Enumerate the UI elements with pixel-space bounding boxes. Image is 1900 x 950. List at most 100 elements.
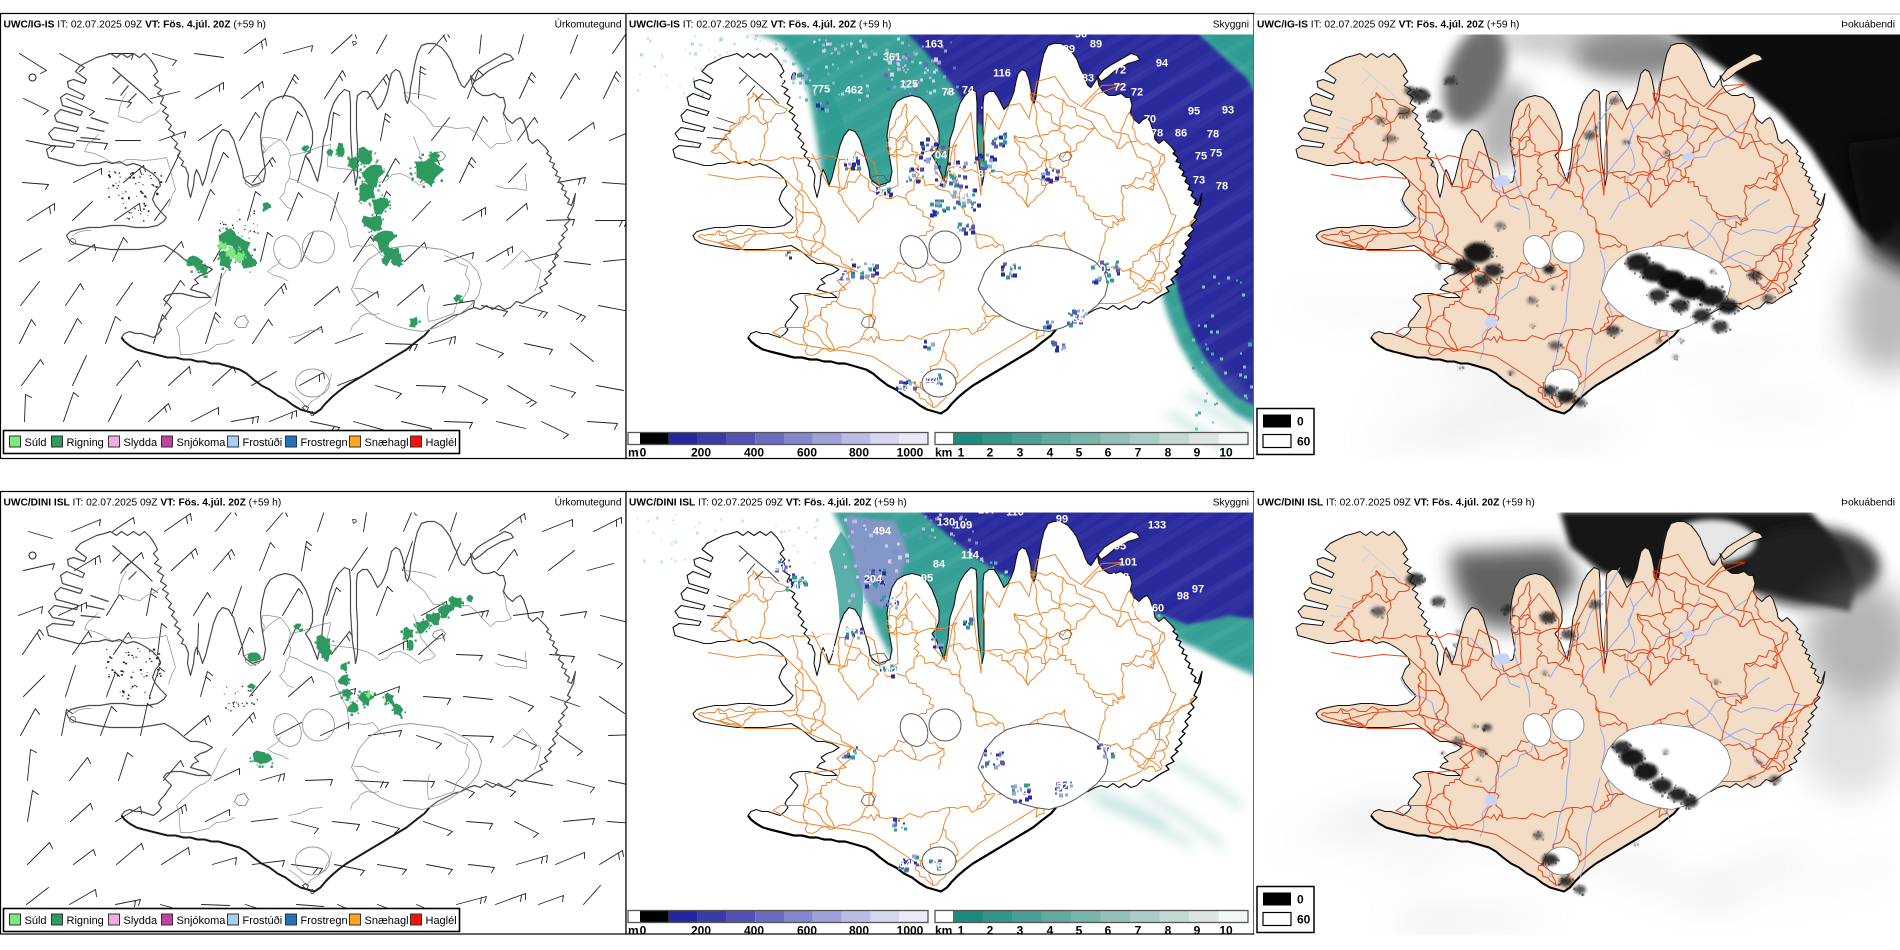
svg-text:Frostúði: Frostúði bbox=[243, 437, 283, 449]
svg-text:UWC/DINI ISL IT: 02.07.2025 09: UWC/DINI ISL IT: 02.07.2025 09Z VT: Fös.… bbox=[629, 498, 907, 509]
svg-text:109: 109 bbox=[925, 861, 943, 873]
svg-text:70: 70 bbox=[1144, 114, 1156, 126]
svg-text:142: 142 bbox=[879, 666, 897, 678]
svg-text:108: 108 bbox=[1111, 572, 1129, 584]
svg-text:Skyggni: Skyggni bbox=[1213, 20, 1249, 31]
svg-text:km: km bbox=[935, 446, 952, 460]
svg-text:Snæhagl: Snæhagl bbox=[365, 915, 409, 927]
svg-text:72: 72 bbox=[1114, 82, 1126, 94]
svg-text:125: 125 bbox=[900, 79, 918, 91]
svg-text:105: 105 bbox=[1094, 264, 1112, 276]
svg-text:116: 116 bbox=[993, 68, 1011, 80]
svg-text:m: m bbox=[628, 924, 639, 938]
svg-text:78: 78 bbox=[942, 87, 954, 99]
svg-text:33: 33 bbox=[857, 264, 869, 276]
svg-text:52: 52 bbox=[1056, 782, 1068, 794]
svg-text:5: 5 bbox=[1076, 924, 1083, 938]
svg-text:UWC/DINI ISL IT: 02.07.2025 09: UWC/DINI ISL IT: 02.07.2025 09Z VT: Fös.… bbox=[1257, 498, 1535, 509]
svg-text:75: 75 bbox=[1195, 151, 1207, 163]
svg-text:12: 12 bbox=[911, 598, 923, 610]
svg-text:20: 20 bbox=[876, 189, 888, 201]
svg-text:94: 94 bbox=[1156, 58, 1169, 70]
svg-text:Slydda: Slydda bbox=[124, 915, 159, 927]
svg-text:4: 4 bbox=[1047, 446, 1054, 460]
svg-text:Frostregn: Frostregn bbox=[301, 915, 348, 927]
svg-text:201: 201 bbox=[773, 562, 791, 574]
svg-text:10: 10 bbox=[1219, 924, 1233, 938]
svg-text:78: 78 bbox=[1151, 128, 1163, 140]
svg-text:0: 0 bbox=[640, 924, 647, 938]
svg-text:11: 11 bbox=[986, 752, 998, 764]
svg-text:7: 7 bbox=[1135, 446, 1142, 460]
svg-text:0: 0 bbox=[1297, 893, 1304, 907]
svg-text:Skyggni: Skyggni bbox=[1213, 498, 1249, 509]
svg-text:04: 04 bbox=[935, 150, 948, 162]
svg-text:10: 10 bbox=[1099, 745, 1111, 757]
svg-text:8: 8 bbox=[1165, 446, 1172, 460]
svg-text:35: 35 bbox=[859, 251, 871, 263]
svg-text:9: 9 bbox=[1194, 924, 1201, 938]
svg-text:59: 59 bbox=[844, 154, 856, 166]
svg-text:494: 494 bbox=[873, 526, 892, 538]
svg-text:6: 6 bbox=[1105, 446, 1112, 460]
svg-text:Þokuábendi: Þokuábendi bbox=[1841, 498, 1895, 509]
svg-text:785: 785 bbox=[818, 631, 836, 643]
svg-text:86: 86 bbox=[1175, 128, 1187, 140]
svg-text:114: 114 bbox=[896, 583, 915, 595]
svg-text:101: 101 bbox=[787, 581, 805, 593]
svg-text:60: 60 bbox=[1152, 603, 1164, 615]
svg-text:83: 83 bbox=[1082, 73, 1094, 85]
svg-text:95: 95 bbox=[1188, 106, 1200, 118]
svg-text:0: 0 bbox=[1297, 415, 1304, 429]
svg-text:73: 73 bbox=[1193, 175, 1205, 187]
svg-text:74: 74 bbox=[962, 85, 975, 97]
svg-text:UWC/DINI ISL IT: 02.07.2025 09: UWC/DINI ISL IT: 02.07.2025 09Z VT: Fös.… bbox=[4, 498, 282, 509]
svg-text:400: 400 bbox=[744, 924, 764, 938]
svg-text:72: 72 bbox=[1131, 87, 1143, 99]
svg-text:28: 28 bbox=[824, 645, 836, 657]
svg-text:204: 204 bbox=[864, 574, 883, 586]
svg-text:775: 775 bbox=[812, 84, 830, 96]
svg-text:m: m bbox=[628, 446, 639, 460]
svg-text:Haglél: Haglél bbox=[426, 915, 457, 927]
svg-text:600: 600 bbox=[797, 446, 817, 460]
svg-text:130: 130 bbox=[937, 517, 955, 529]
svg-text:Súld: Súld bbox=[25, 437, 47, 449]
svg-text:60: 60 bbox=[1297, 913, 1311, 927]
svg-text:14: 14 bbox=[1016, 787, 1029, 799]
svg-text:200: 200 bbox=[691, 446, 711, 460]
svg-text:9: 9 bbox=[1194, 446, 1201, 460]
svg-text:400: 400 bbox=[744, 446, 764, 460]
svg-text:7: 7 bbox=[1135, 924, 1142, 938]
svg-text:109: 109 bbox=[954, 520, 972, 532]
svg-text:57: 57 bbox=[835, 271, 847, 283]
svg-text:101: 101 bbox=[1119, 557, 1137, 569]
svg-text:200: 200 bbox=[691, 924, 711, 938]
svg-text:Þokuábendi: Þokuábendi bbox=[1841, 20, 1895, 31]
svg-text:Rigning: Rigning bbox=[67, 437, 104, 449]
svg-text:UWC/IG-IS IT: 02.07.2025 09Z V: UWC/IG-IS IT: 02.07.2025 09Z VT: Fös. 4.… bbox=[1257, 20, 1519, 31]
svg-text:600: 600 bbox=[797, 924, 817, 938]
svg-text:347: 347 bbox=[844, 624, 862, 636]
svg-text:0: 0 bbox=[640, 446, 647, 460]
svg-text:78: 78 bbox=[1207, 129, 1219, 141]
svg-text:54: 54 bbox=[898, 383, 911, 395]
svg-text:462: 462 bbox=[845, 85, 863, 97]
svg-text:UWC/IG-IS IT: 02.07.2025 09Z V: UWC/IG-IS IT: 02.07.2025 09Z VT: Fös. 4.… bbox=[629, 20, 891, 31]
svg-text:Frostregn: Frostregn bbox=[301, 437, 348, 449]
svg-text:Úrkomutegund: Úrkomutegund bbox=[555, 18, 622, 31]
svg-text:75: 75 bbox=[1210, 148, 1222, 160]
svg-text:89: 89 bbox=[1090, 39, 1102, 51]
svg-text:Súld: Súld bbox=[25, 915, 47, 927]
svg-text:83: 83 bbox=[978, 169, 990, 181]
svg-text:44: 44 bbox=[926, 375, 939, 387]
svg-text:133: 133 bbox=[1148, 520, 1166, 532]
svg-text:95: 95 bbox=[1114, 541, 1126, 553]
svg-text:km: km bbox=[935, 924, 952, 938]
svg-text:6: 6 bbox=[994, 792, 1000, 804]
svg-text:64: 64 bbox=[899, 859, 912, 871]
svg-text:Úrkomutegund: Úrkomutegund bbox=[555, 496, 622, 509]
svg-text:Frostúði: Frostúði bbox=[243, 915, 283, 927]
svg-text:8: 8 bbox=[1165, 924, 1172, 938]
svg-text:Snæhagl: Snæhagl bbox=[365, 437, 409, 449]
